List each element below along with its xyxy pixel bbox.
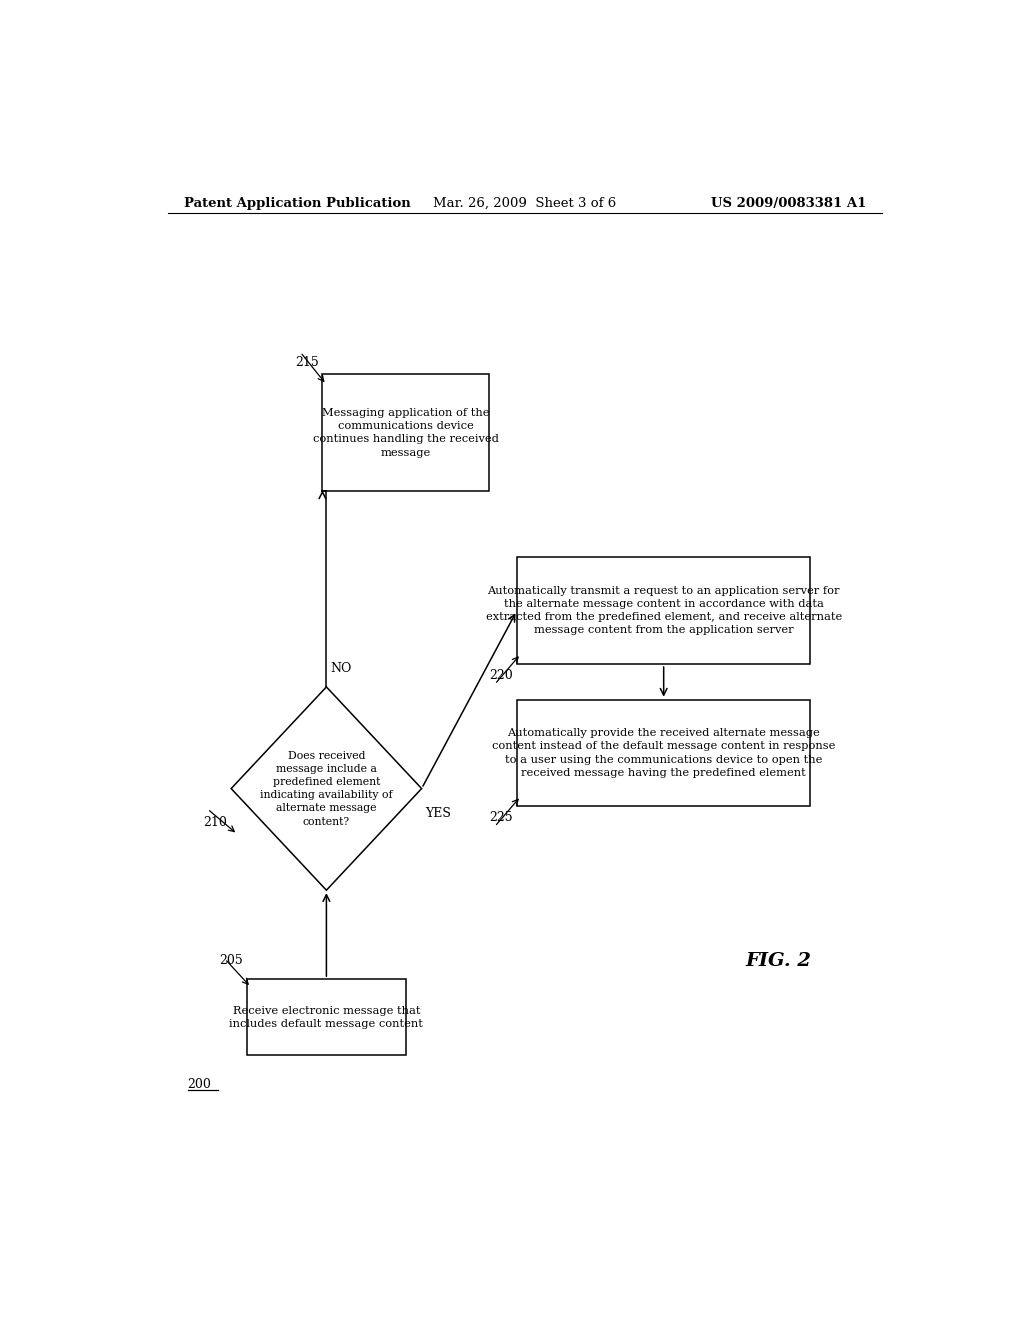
Text: Automatically provide the received alternate message
content instead of the defa: Automatically provide the received alter… xyxy=(492,729,836,777)
Bar xyxy=(323,375,489,491)
Text: 225: 225 xyxy=(489,812,513,825)
Text: NO: NO xyxy=(331,661,351,675)
Text: Patent Application Publication: Patent Application Publication xyxy=(183,197,411,210)
Text: YES: YES xyxy=(426,807,452,820)
Polygon shape xyxy=(231,686,422,890)
Text: Receive electronic message that
includes default message content: Receive electronic message that includes… xyxy=(229,1006,423,1028)
Text: 210: 210 xyxy=(204,816,227,829)
Text: Messaging application of the
communications device
continues handling the receiv: Messaging application of the communicati… xyxy=(312,408,499,458)
Text: 200: 200 xyxy=(187,1078,211,1092)
Text: Automatically transmit a request to an application server for
the alternate mess: Automatically transmit a request to an a… xyxy=(485,586,842,635)
Text: Does received
message include a
predefined element
indicating availability of
al: Does received message include a predefin… xyxy=(260,751,393,826)
Bar xyxy=(247,979,406,1056)
Text: FIG. 2: FIG. 2 xyxy=(745,952,812,970)
Text: 205: 205 xyxy=(219,954,243,968)
Text: 215: 215 xyxy=(295,356,318,370)
Bar xyxy=(517,700,811,807)
Text: US 2009/0083381 A1: US 2009/0083381 A1 xyxy=(711,197,866,210)
Bar xyxy=(517,557,811,664)
Text: 220: 220 xyxy=(489,669,513,682)
Text: Mar. 26, 2009  Sheet 3 of 6: Mar. 26, 2009 Sheet 3 of 6 xyxy=(433,197,616,210)
